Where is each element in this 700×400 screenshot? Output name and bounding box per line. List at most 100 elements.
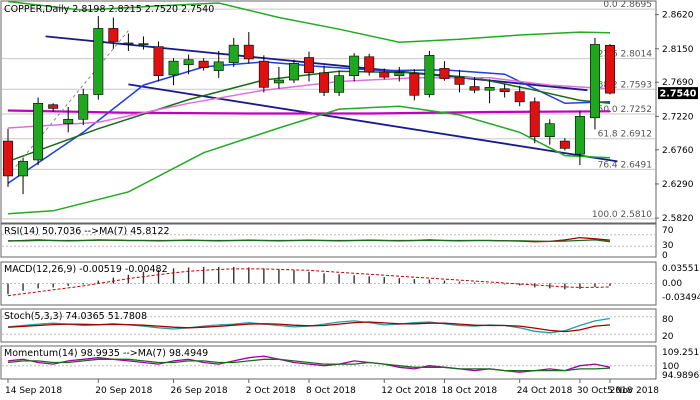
rsi-tick-70: 70 <box>662 226 674 236</box>
candle-body <box>198 60 209 68</box>
macd-panel-title: MACD(12,26,9) -0.00519 -0.00482 <box>4 264 168 275</box>
candle-body <box>529 101 540 138</box>
macd-tick-zero: 0.00 <box>662 279 682 289</box>
trend-dashed-line <box>7 30 129 177</box>
x-tick-label: 24 Oct 2018 <box>517 386 573 396</box>
candle-body <box>469 86 480 91</box>
candle-body <box>93 28 104 95</box>
x-tick-label: 30 Oct 2018 <box>577 386 633 396</box>
price-tick-label: 2.6760 <box>662 146 694 156</box>
candle-body <box>544 123 555 138</box>
candle-body <box>258 60 269 88</box>
rsi-series-1 <box>8 239 611 243</box>
x-axis: 14 Sep 2018 20 Sep 2018 26 Sep 2018 2 Oct 2… <box>5 379 659 396</box>
fib-label: 0.0 2.8695 <box>603 0 652 10</box>
candle-body <box>63 118 74 124</box>
candle-body <box>273 79 284 84</box>
candle-body <box>424 55 435 95</box>
stoch-panel-title: Stoch(5,3,3) 74.0365 51.7808 <box>4 311 147 322</box>
fib-label: 76.4 2.6491 <box>598 160 652 170</box>
candle-body <box>574 116 585 155</box>
momentum-panel-frame <box>0 345 657 380</box>
candle-body <box>48 104 59 109</box>
last-price-marker: 2.7540 <box>658 87 698 100</box>
stoch-series-1 <box>7 321 611 333</box>
macd-tick-low: -0.03494 <box>662 293 700 303</box>
candle-body <box>484 86 495 91</box>
candle-body <box>228 44 239 63</box>
momentum-tick-low: 94.9896 <box>662 371 699 381</box>
fib-label: 38.2 2.7593 <box>598 80 652 90</box>
price-panel-title: COPPER,Daily 2.8198 2.8215 2.7520 2.7540 <box>4 4 214 15</box>
fib-label: 50.0 2.7252 <box>598 105 652 115</box>
stoch-tick-20: 20 <box>662 332 674 342</box>
macd-signal-line <box>7 268 611 297</box>
channel-lower-line <box>128 83 618 163</box>
x-tick-label: 20 Sep 2018 <box>95 386 152 396</box>
candle-body <box>123 42 134 45</box>
candle-body <box>78 94 89 120</box>
candle-body <box>18 161 29 177</box>
channel-upper-line <box>45 35 588 92</box>
last-price-label: 2.7540 <box>660 89 697 100</box>
ma-long-line <box>7 109 611 115</box>
fib-label: 23.6 2.8014 <box>598 50 653 60</box>
candle-body <box>3 140 13 177</box>
candle-body <box>379 71 390 78</box>
candle-body <box>605 44 615 94</box>
rsi-tick-0: 0 <box>662 251 668 261</box>
candle-body <box>304 57 314 74</box>
candle-body <box>559 140 570 149</box>
candle-body <box>319 72 330 93</box>
rsi-tick-30: 30 <box>662 241 674 251</box>
x-tick-label: 26 Sep 2018 <box>171 386 228 396</box>
x-tick-label: 5 Nov 2018 <box>607 386 659 396</box>
fib-label: 61.8 2.6912 <box>598 130 652 140</box>
candle-body <box>514 91 525 103</box>
rsi-panel-title: RSI(14) 50.7036 -->MA(7) 45.8122 <box>4 226 170 237</box>
stoch-tick-80: 80 <box>662 315 674 325</box>
momentum-series-1 <box>7 358 611 372</box>
x-tick-label: 18 Oct 2018 <box>441 386 497 396</box>
price-candles <box>3 16 615 195</box>
price-tick-label: 2.8150 <box>662 45 694 55</box>
candle-body <box>183 59 194 66</box>
price-y-axis: 2.8620 2.8150 2.7690 2.7220 2.6760 2.6290 2.58… <box>655 11 694 224</box>
candle-body <box>153 46 164 76</box>
price-tick-label: 2.6290 <box>662 180 694 190</box>
x-tick-label: 12 Oct 2018 <box>381 386 437 396</box>
price-tick-label: 2.7690 <box>662 78 694 88</box>
price-tick-label: 2.5820 <box>662 214 694 224</box>
candle-body <box>454 76 465 85</box>
x-tick-label: 2 Oct 2018 <box>246 386 296 396</box>
candle-body <box>349 55 360 76</box>
ma-slow-line <box>7 70 611 163</box>
price-tick-label: 2.8620 <box>662 11 694 21</box>
candle-body <box>33 102 44 161</box>
x-tick-label: 8 Oct 2018 <box>306 386 356 396</box>
price-tick-label: 2.7220 <box>662 112 694 122</box>
candle-body <box>213 61 224 71</box>
candle-body <box>168 60 179 76</box>
candle-body <box>364 56 375 73</box>
candle-body <box>589 44 600 119</box>
candle-body <box>409 73 420 96</box>
momentum-panel-title: Momentum(14) 98.9935 -->MA(7) 98.4949 <box>4 348 208 359</box>
candle-body <box>138 43 149 45</box>
candle-body <box>108 28 119 42</box>
candle-body <box>334 75 345 93</box>
fib-label: 100.0 2.5810 <box>592 210 652 220</box>
candle-body <box>288 63 299 81</box>
momentum-tick-100: 100 <box>662 362 679 372</box>
candle-body <box>499 88 510 92</box>
x-tick-label: 14 Sep 2018 <box>5 386 62 396</box>
bb-upper-line <box>7 0 611 43</box>
candle-body <box>439 68 450 79</box>
candle-body <box>394 72 405 76</box>
macd-tick-high: 0.03551 <box>662 264 699 274</box>
indicator-layers <box>2 234 655 373</box>
candle-body <box>243 44 254 60</box>
